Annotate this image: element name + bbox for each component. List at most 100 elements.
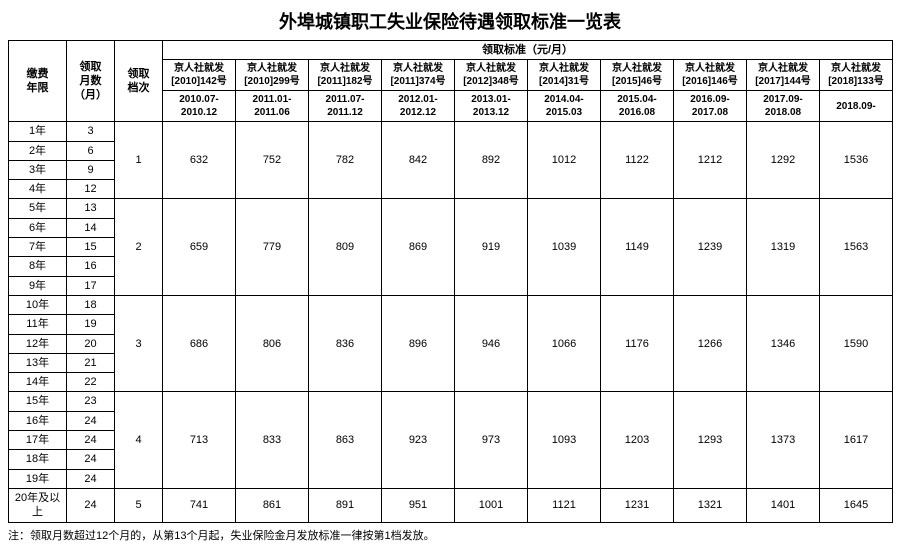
value-cell: 923: [382, 392, 455, 488]
month-cell: 16: [67, 257, 115, 276]
year-cell: 18年: [9, 450, 67, 469]
value-cell: 1645: [820, 488, 893, 522]
value-cell: 1001: [455, 488, 528, 522]
month-cell: 22: [67, 373, 115, 392]
footnote: 注：领取月数超过12个月的，从第13个月起，失业保险金月发放标准一律按第1档发放…: [8, 527, 892, 543]
doc-header: 京人社就发[2016]146号: [674, 60, 747, 91]
doc-header: 京人社就发[2010]299号: [236, 60, 309, 91]
value-cell: 973: [455, 392, 528, 488]
value-cell: 1266: [674, 295, 747, 391]
table-row: 10年1836868068368969461066117612661346159…: [9, 295, 893, 314]
period-header: 2011.07-2011.12: [309, 91, 382, 122]
year-cell: 5年: [9, 199, 67, 218]
value-cell: 1176: [601, 295, 674, 391]
value-cell: 741: [163, 488, 236, 522]
period-header: 2012.01-2012.12: [382, 91, 455, 122]
doc-header: 京人社就发[2018]133号: [820, 60, 893, 91]
value-cell: 713: [163, 392, 236, 488]
doc-header: 京人社就发[2011]374号: [382, 60, 455, 91]
value-cell: 632: [163, 122, 236, 199]
tier-cell: 3: [115, 295, 163, 391]
period-header: 2016.09-2017.08: [674, 91, 747, 122]
standards-table: 缴费年限 领取月数（月） 领取档次 领取标准（元/月） 京人社就发[2010]1…: [8, 40, 893, 523]
col-header-standards: 领取标准（元/月）: [163, 41, 893, 60]
year-cell: 2年: [9, 141, 67, 160]
doc-header: 京人社就发[2010]142号: [163, 60, 236, 91]
period-header: 2015.04-2016.08: [601, 91, 674, 122]
month-cell: 9: [67, 160, 115, 179]
month-cell: 24: [67, 411, 115, 430]
year-cell: 3年: [9, 160, 67, 179]
period-header: 2014.04-2015.03: [528, 91, 601, 122]
doc-header: 京人社就发[2011]182号: [309, 60, 382, 91]
value-cell: 1373: [747, 392, 820, 488]
value-cell: 1121: [528, 488, 601, 522]
value-cell: 891: [309, 488, 382, 522]
value-cell: 1212: [674, 122, 747, 199]
value-cell: 1590: [820, 295, 893, 391]
page-title: 外埠城镇职工失业保险待遇领取标准一览表: [8, 8, 892, 34]
tier-cell: 2: [115, 199, 163, 295]
value-cell: 833: [236, 392, 309, 488]
value-cell: 1039: [528, 199, 601, 295]
value-cell: 1122: [601, 122, 674, 199]
doc-header: 京人社就发[2015]46号: [601, 60, 674, 91]
value-cell: 779: [236, 199, 309, 295]
value-cell: 1231: [601, 488, 674, 522]
month-cell: 14: [67, 218, 115, 237]
table-row: 5年13265977980986991910391149123913191563: [9, 199, 893, 218]
year-cell: 7年: [9, 238, 67, 257]
period-header: 2018.09-: [820, 91, 893, 122]
period-header: 2011.01-2011.06: [236, 91, 309, 122]
month-cell: 24: [67, 431, 115, 450]
tier-cell: 1: [115, 122, 163, 199]
value-cell: 686: [163, 295, 236, 391]
year-cell: 8年: [9, 257, 67, 276]
value-cell: 782: [309, 122, 382, 199]
month-cell: 24: [67, 450, 115, 469]
value-cell: 1319: [747, 199, 820, 295]
value-cell: 861: [236, 488, 309, 522]
year-cell: 19年: [9, 469, 67, 488]
value-cell: 1321: [674, 488, 747, 522]
period-header: 2013.01-2013.12: [455, 91, 528, 122]
month-cell: 12: [67, 180, 115, 199]
period-header: 2017.09-2018.08: [747, 91, 820, 122]
value-cell: 836: [309, 295, 382, 391]
month-cell: 23: [67, 392, 115, 411]
value-cell: 951: [382, 488, 455, 522]
month-cell: 17: [67, 276, 115, 295]
table-row: 15年2347138338639239731093120312931373161…: [9, 392, 893, 411]
doc-header: 京人社就发[2017]144号: [747, 60, 820, 91]
month-cell: 24: [67, 469, 115, 488]
value-cell: 752: [236, 122, 309, 199]
year-cell: 9年: [9, 276, 67, 295]
table-row: 1年3163275278284289210121122121212921536: [9, 122, 893, 141]
year-cell: 10年: [9, 295, 67, 314]
value-cell: 1401: [747, 488, 820, 522]
value-cell: 919: [455, 199, 528, 295]
value-cell: 1293: [674, 392, 747, 488]
value-cell: 659: [163, 199, 236, 295]
value-cell: 1203: [601, 392, 674, 488]
value-cell: 806: [236, 295, 309, 391]
tier-cell: 4: [115, 392, 163, 488]
year-cell: 17年: [9, 431, 67, 450]
value-cell: 1292: [747, 122, 820, 199]
value-cell: 1093: [528, 392, 601, 488]
month-cell: 18: [67, 295, 115, 314]
col-header-tier: 领取档次: [115, 41, 163, 122]
value-cell: 1239: [674, 199, 747, 295]
value-cell: 1346: [747, 295, 820, 391]
year-cell: 16年: [9, 411, 67, 430]
year-cell: 11年: [9, 315, 67, 334]
value-cell: 1617: [820, 392, 893, 488]
value-cell: 1563: [820, 199, 893, 295]
value-cell: 809: [309, 199, 382, 295]
month-cell: 21: [67, 353, 115, 372]
tier-cell: 5: [115, 488, 163, 522]
month-cell: 6: [67, 141, 115, 160]
value-cell: 842: [382, 122, 455, 199]
period-header: 2010.07-2010.12: [163, 91, 236, 122]
value-cell: 896: [382, 295, 455, 391]
